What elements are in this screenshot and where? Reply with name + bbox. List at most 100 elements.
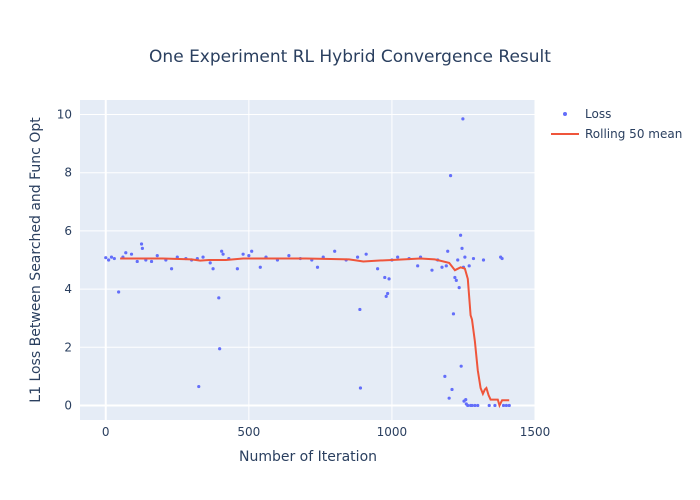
loss-point (481, 258, 486, 262)
y-tick-label: 0 (64, 398, 72, 412)
loss-point (444, 264, 448, 268)
loss-point (448, 174, 453, 178)
loss-point (112, 256, 116, 261)
loss-point (384, 294, 388, 298)
loss-point (507, 403, 511, 408)
loss-point (211, 267, 215, 271)
loss-point (416, 264, 420, 268)
x-tick-label: 500 (237, 425, 260, 439)
legend: Loss Rolling 50 mean (551, 107, 682, 141)
loss-point (140, 246, 144, 250)
loss-point (466, 403, 470, 408)
loss-point (218, 347, 222, 351)
loss-point (454, 278, 458, 282)
loss-point (430, 268, 434, 272)
loss-point (139, 242, 144, 246)
series-loss (104, 117, 511, 408)
loss-point (129, 252, 134, 256)
legend-label-rolling-mean: Rolling 50 mean (585, 127, 682, 141)
loss-point (451, 312, 456, 316)
series-layer (104, 117, 511, 409)
loss-point (450, 387, 454, 392)
y-tick-label: 2 (64, 340, 72, 354)
y-axis-ticks: 0 2 4 6 8 10 (57, 108, 72, 413)
loss-point (396, 255, 400, 259)
loss-point (470, 403, 474, 408)
loss-point (155, 254, 159, 258)
loss-point (463, 255, 467, 259)
loss-point (250, 249, 254, 253)
legend-marker-loss (563, 112, 567, 116)
loss-point (107, 258, 111, 262)
loss-point (383, 275, 387, 280)
legend-label-loss: Loss (585, 107, 611, 121)
y-tick-label: 6 (64, 224, 72, 238)
loss-point (443, 374, 447, 378)
loss-point (358, 307, 362, 312)
loss-point (460, 246, 464, 250)
loss-point (355, 255, 360, 259)
x-axis-title: Number of Iteration (239, 449, 377, 465)
loss-point (258, 265, 262, 269)
loss-point (169, 267, 174, 271)
loss-point (287, 254, 291, 258)
loss-point (109, 255, 114, 259)
loss-point (440, 265, 444, 269)
loss-point (500, 256, 504, 261)
legend-item-loss[interactable]: Loss (563, 107, 611, 121)
loss-point (456, 258, 460, 262)
y-tick-label: 10 (57, 108, 72, 122)
loss-point (473, 403, 477, 408)
legend-item-rolling-mean[interactable]: Rolling 50 mean (551, 127, 682, 141)
loss-point (376, 267, 380, 271)
plot-background (80, 100, 535, 420)
x-tick-label: 1500 (520, 425, 551, 439)
loss-point (208, 261, 212, 265)
loss-point (458, 233, 463, 237)
loss-point (493, 403, 497, 408)
loss-point (175, 255, 179, 259)
series-rolling-mean (120, 257, 510, 409)
loss-point (241, 252, 245, 256)
rolling-mean-line (120, 257, 510, 409)
loss-point (221, 252, 225, 256)
loss-point (459, 364, 463, 368)
loss-point (104, 256, 108, 260)
y-axis-title: L1 Loss Between Searched and Func Opt (28, 117, 44, 403)
x-axis-ticks: 0 500 1000 1500 (102, 425, 550, 439)
chart-title: One Experiment RL Hybrid Convergence Res… (149, 47, 551, 67)
x-tick-label: 1000 (377, 425, 408, 439)
gridlines (80, 100, 536, 420)
loss-point (457, 286, 461, 290)
loss-point (247, 254, 251, 258)
loss-point (446, 249, 450, 253)
loss-point (501, 403, 506, 408)
y-tick-label: 8 (64, 166, 72, 180)
loss-point (364, 252, 368, 256)
loss-point (461, 117, 465, 121)
loss-point (333, 249, 337, 253)
loss-point (358, 386, 363, 390)
loss-point (471, 256, 476, 261)
loss-point (467, 264, 471, 268)
loss-point (487, 403, 491, 408)
loss-point (197, 384, 201, 389)
x-tick-label: 0 (102, 425, 110, 439)
loss-point (149, 259, 154, 264)
loss-point (117, 290, 121, 294)
loss-point (504, 403, 508, 408)
loss-point (453, 275, 457, 280)
loss-point (135, 259, 139, 264)
y-tick-label: 4 (64, 282, 72, 296)
loss-point (387, 277, 391, 281)
loss-point (464, 398, 468, 402)
loss-point (315, 265, 320, 269)
loss-point (476, 403, 480, 408)
loss-point (447, 396, 451, 400)
loss-point (386, 291, 390, 296)
loss-point (217, 296, 221, 300)
loss-point (235, 267, 239, 271)
loss-point (124, 251, 128, 255)
loss-point (220, 249, 224, 253)
